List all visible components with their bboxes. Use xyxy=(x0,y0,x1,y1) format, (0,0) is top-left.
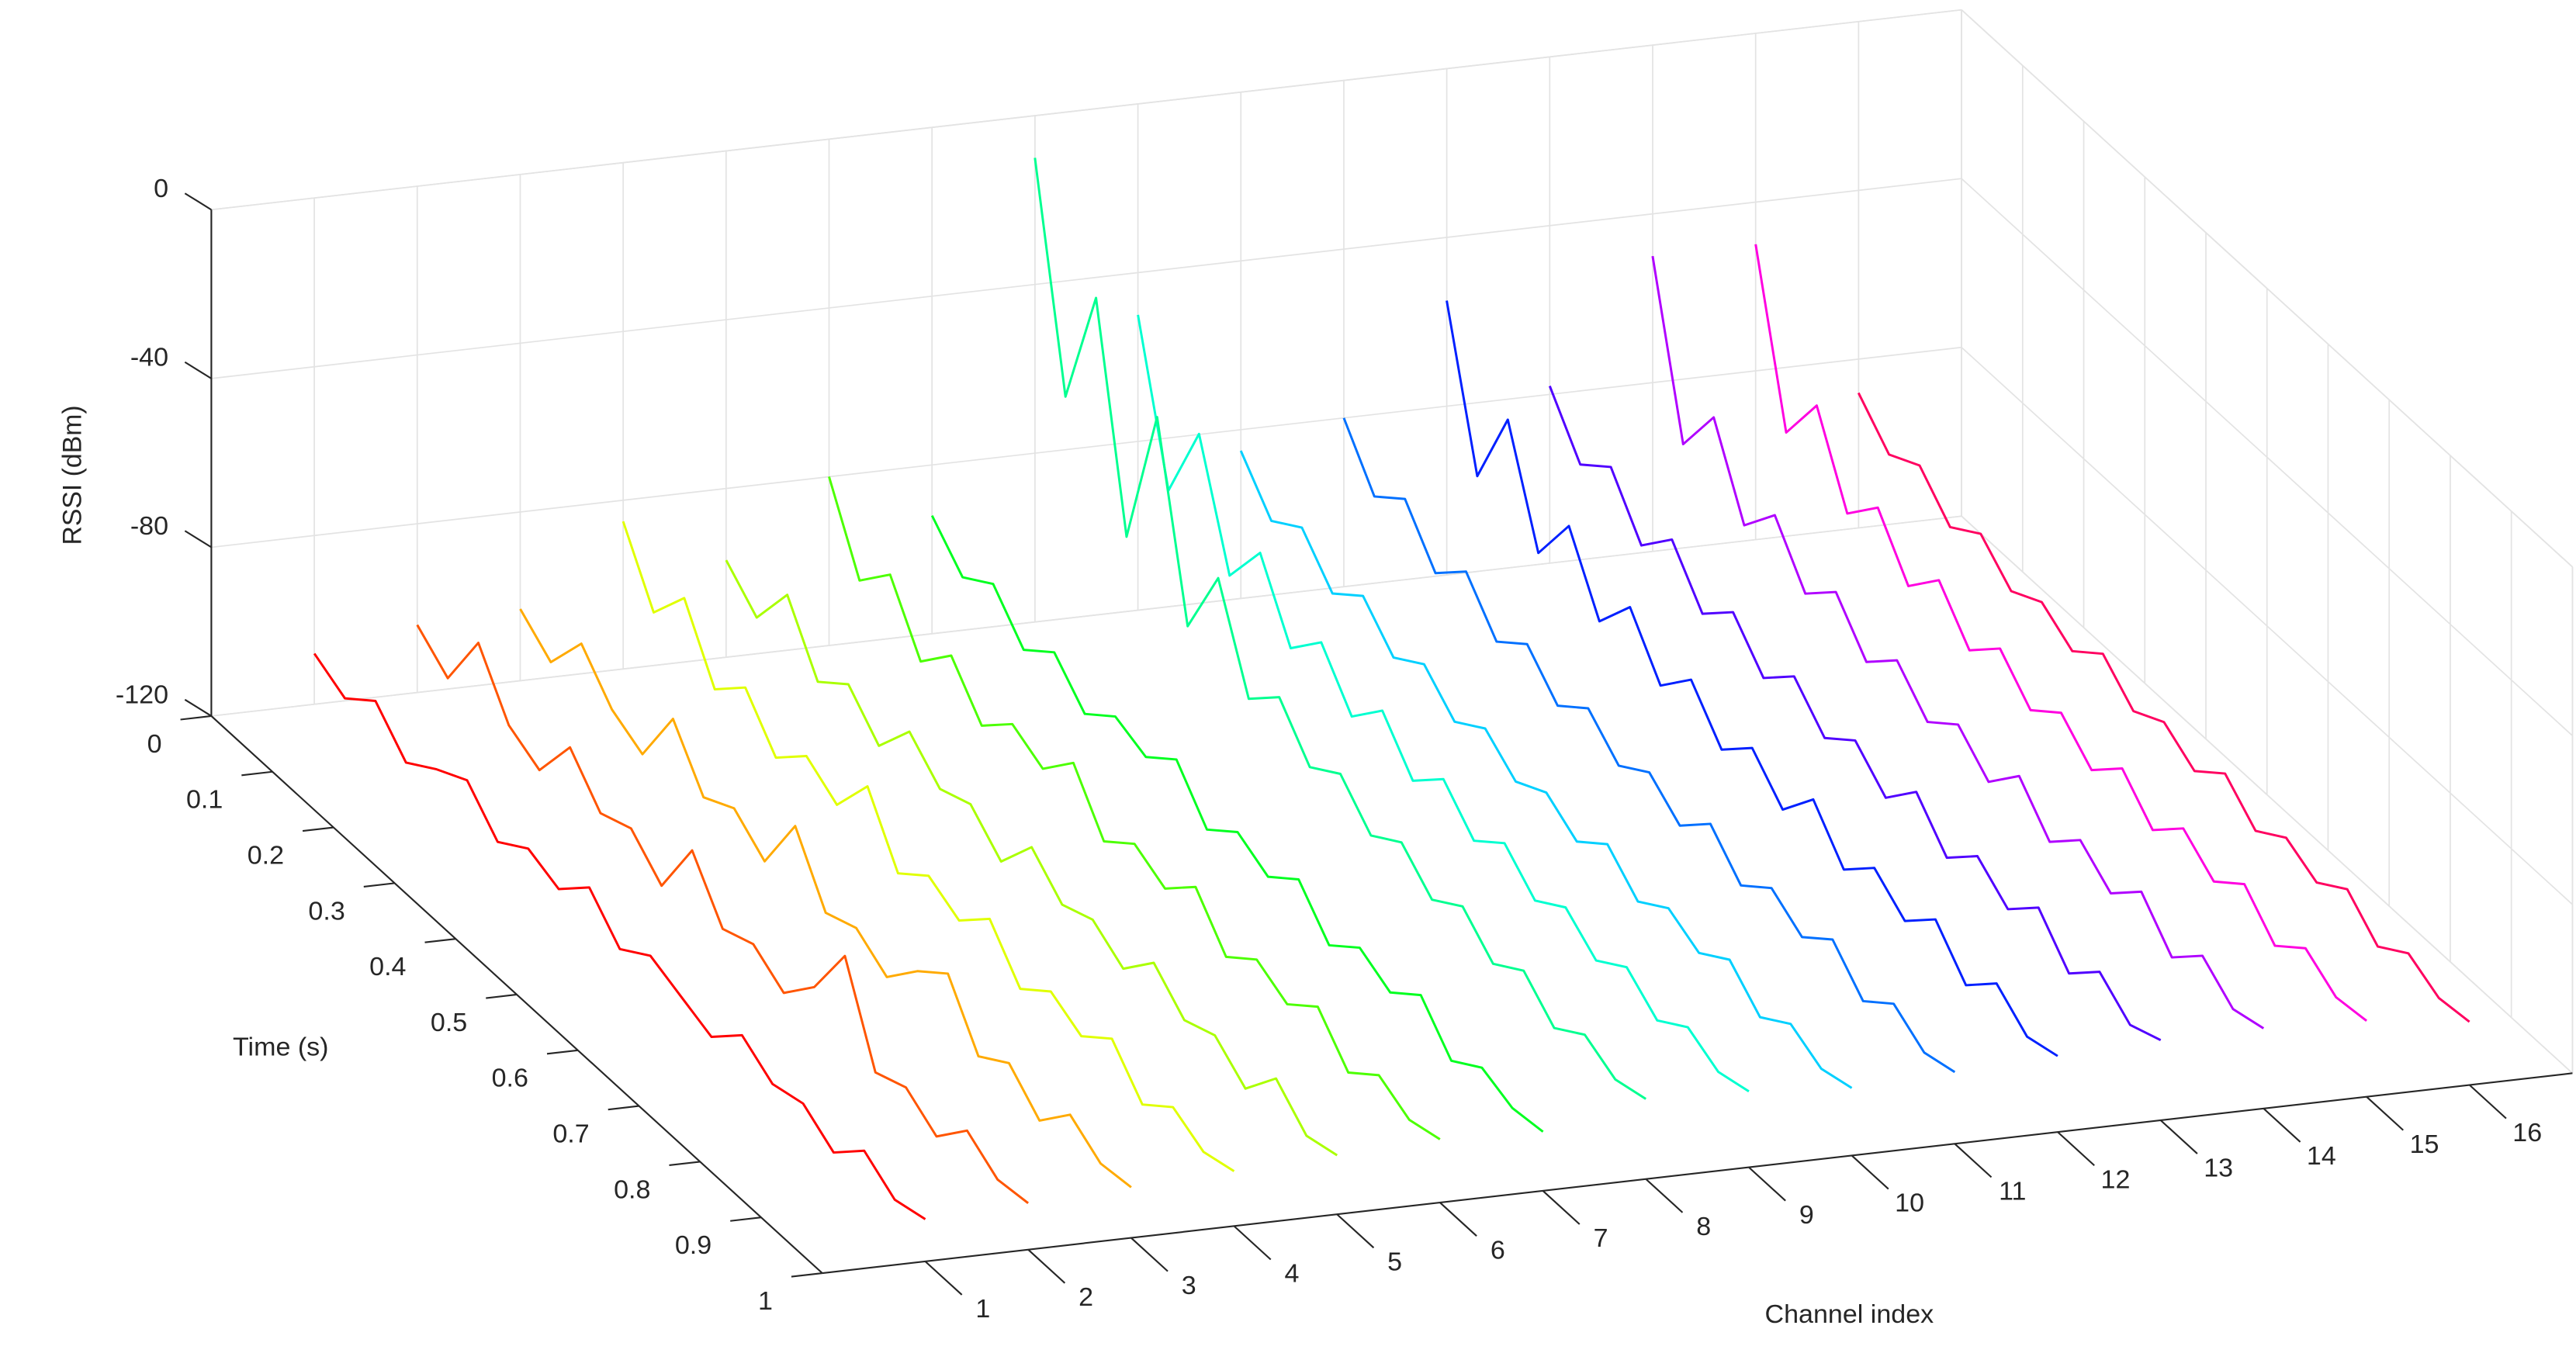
y-tick-label: 0.4 xyxy=(369,952,406,981)
x-tick xyxy=(2366,1095,2405,1131)
x-tick-label: 3 xyxy=(1182,1271,1196,1300)
x-tick-label: 7 xyxy=(1594,1223,1608,1253)
series-line xyxy=(1857,392,2470,1023)
y-tick-label: 0.2 xyxy=(248,841,284,870)
y-axis-label: Time (s) xyxy=(233,1033,329,1062)
x-tick-label: 16 xyxy=(2512,1118,2542,1147)
plot-area: Channel index Time (s) RSSI (dBm) -120 -8… xyxy=(58,9,2574,1329)
y-tick-label: 0.9 xyxy=(675,1230,712,1260)
y-tick xyxy=(669,1161,701,1167)
x-tick xyxy=(1748,1166,1786,1202)
series-line xyxy=(1754,244,2367,1022)
x-tick-label: 2 xyxy=(1079,1282,1093,1312)
y-tick-label: 0.1 xyxy=(186,785,223,815)
y-tick-label: 0 xyxy=(147,729,162,759)
z-tick xyxy=(184,698,212,717)
x-tick xyxy=(1851,1154,1889,1190)
x-tick xyxy=(1645,1178,1684,1213)
z-tick-label: 0 xyxy=(154,174,168,203)
y-tick xyxy=(486,993,518,999)
x-tick xyxy=(1954,1143,1993,1178)
z-tick-label: -80 xyxy=(130,511,168,541)
series-line xyxy=(1034,157,1646,1100)
x-tick xyxy=(2159,1119,2198,1154)
y-tick xyxy=(363,882,395,888)
x-tick-label: 5 xyxy=(1387,1248,1402,1277)
x-tick xyxy=(1439,1202,1477,1237)
x-axis xyxy=(822,1072,2573,1275)
grid-line xyxy=(211,178,1962,379)
x-tick xyxy=(924,1261,963,1296)
series-line xyxy=(930,514,1544,1133)
z-tick xyxy=(184,192,212,211)
x-tick-label: 14 xyxy=(2307,1141,2336,1171)
y-tick xyxy=(546,1049,578,1055)
y-tick xyxy=(791,1272,822,1278)
z-tick xyxy=(184,361,212,379)
y-tick xyxy=(302,826,334,832)
series-line xyxy=(1137,314,1750,1093)
series-line xyxy=(828,476,1441,1140)
x-tick xyxy=(2469,1084,2507,1119)
x-tick xyxy=(2057,1131,2095,1167)
y-tick-label: 1 xyxy=(758,1286,773,1316)
series-line xyxy=(416,624,1030,1205)
y-tick-label: 0.3 xyxy=(308,896,345,926)
y-tick xyxy=(180,715,212,721)
series-line xyxy=(1239,450,1853,1089)
x-tick xyxy=(1027,1248,1066,1284)
z-tick xyxy=(184,530,212,548)
y-tick xyxy=(608,1105,639,1111)
z-axis-label: RSSI (dBm) xyxy=(58,405,88,545)
x-tick-label: 9 xyxy=(1799,1200,1814,1230)
series-line xyxy=(621,521,1235,1172)
x-tick xyxy=(1542,1190,1581,1225)
series-line xyxy=(1548,386,2162,1042)
x-tick-label: 15 xyxy=(2410,1130,2439,1159)
x-tick-label: 13 xyxy=(2204,1153,2233,1182)
x-tick xyxy=(2263,1108,2301,1143)
series-line xyxy=(725,559,1338,1157)
x-tick-label: 4 xyxy=(1285,1259,1300,1289)
z-tick-label: -120 xyxy=(116,680,168,710)
grid-line xyxy=(211,9,1962,211)
x-tick-label: 11 xyxy=(1999,1177,2026,1206)
x-tick-label: 6 xyxy=(1491,1235,1505,1265)
z-tick-label: -40 xyxy=(130,343,168,372)
y-tick xyxy=(730,1216,762,1222)
y-tick-label: 0.5 xyxy=(431,1008,467,1037)
x-axis-label: Channel index xyxy=(1765,1299,1934,1329)
grid-line xyxy=(211,515,1962,717)
x-tick-label: 8 xyxy=(1696,1212,1711,1241)
x-tick xyxy=(1336,1213,1375,1249)
x-tick xyxy=(1233,1225,1272,1261)
series-line xyxy=(519,608,1132,1189)
series-line xyxy=(1651,255,2265,1030)
y-tick xyxy=(241,770,273,777)
y-tick-label: 0.7 xyxy=(552,1119,589,1149)
y-tick-label: 0.6 xyxy=(492,1064,528,1093)
x-tick-label: 10 xyxy=(1895,1189,1924,1218)
y-tick xyxy=(424,938,456,943)
x-tick xyxy=(1130,1237,1169,1272)
y-tick-label: 0.8 xyxy=(614,1175,650,1204)
grid-line xyxy=(211,346,1962,548)
series-line xyxy=(1342,417,1956,1074)
x-tick-label: 12 xyxy=(2101,1165,2131,1195)
x-tick-label: 1 xyxy=(975,1294,990,1324)
series-line xyxy=(1446,300,2058,1057)
series-line xyxy=(313,652,926,1220)
